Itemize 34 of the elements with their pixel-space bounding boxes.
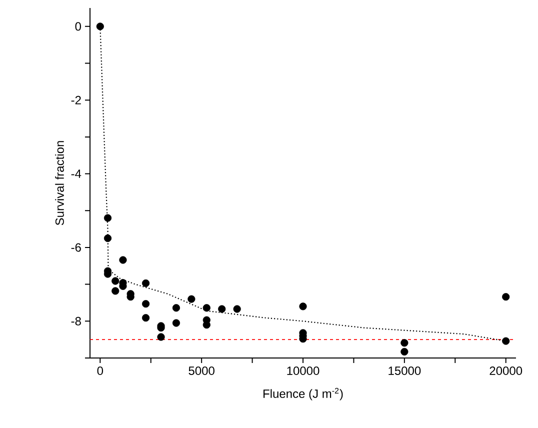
point xyxy=(112,287,120,295)
point xyxy=(233,305,241,313)
point xyxy=(172,304,180,312)
point xyxy=(104,234,112,242)
point xyxy=(502,337,510,345)
point xyxy=(202,304,210,312)
point xyxy=(112,277,120,285)
point xyxy=(218,305,226,313)
point xyxy=(96,22,104,30)
y-axis-title: Survival fraction xyxy=(55,141,64,226)
point xyxy=(400,339,408,347)
y-tick-label: -6 xyxy=(71,243,81,252)
point xyxy=(202,321,210,329)
y-tick-label: -8 xyxy=(71,316,81,326)
point xyxy=(104,214,112,222)
point xyxy=(142,314,150,322)
point xyxy=(157,333,165,341)
x-tick-label: 5000 xyxy=(188,366,214,376)
point xyxy=(400,348,408,356)
x-tick-label: 0 xyxy=(97,366,104,376)
x-tick-label: 20000 xyxy=(490,366,522,376)
point xyxy=(188,295,196,303)
x-tick-label: 15000 xyxy=(388,366,421,376)
x-axis-title: Fluence (J m$^{-2}$) xyxy=(264,388,343,400)
point xyxy=(142,300,150,308)
y-tick-label: -2 xyxy=(71,96,81,104)
point xyxy=(119,256,127,264)
point xyxy=(502,293,510,301)
point xyxy=(172,319,180,327)
point xyxy=(299,302,307,310)
y-tick-label: 0 xyxy=(75,22,82,31)
x-tick-label: 10000 xyxy=(287,366,320,376)
point xyxy=(142,279,150,287)
y-tick-label: -4 xyxy=(71,170,82,178)
